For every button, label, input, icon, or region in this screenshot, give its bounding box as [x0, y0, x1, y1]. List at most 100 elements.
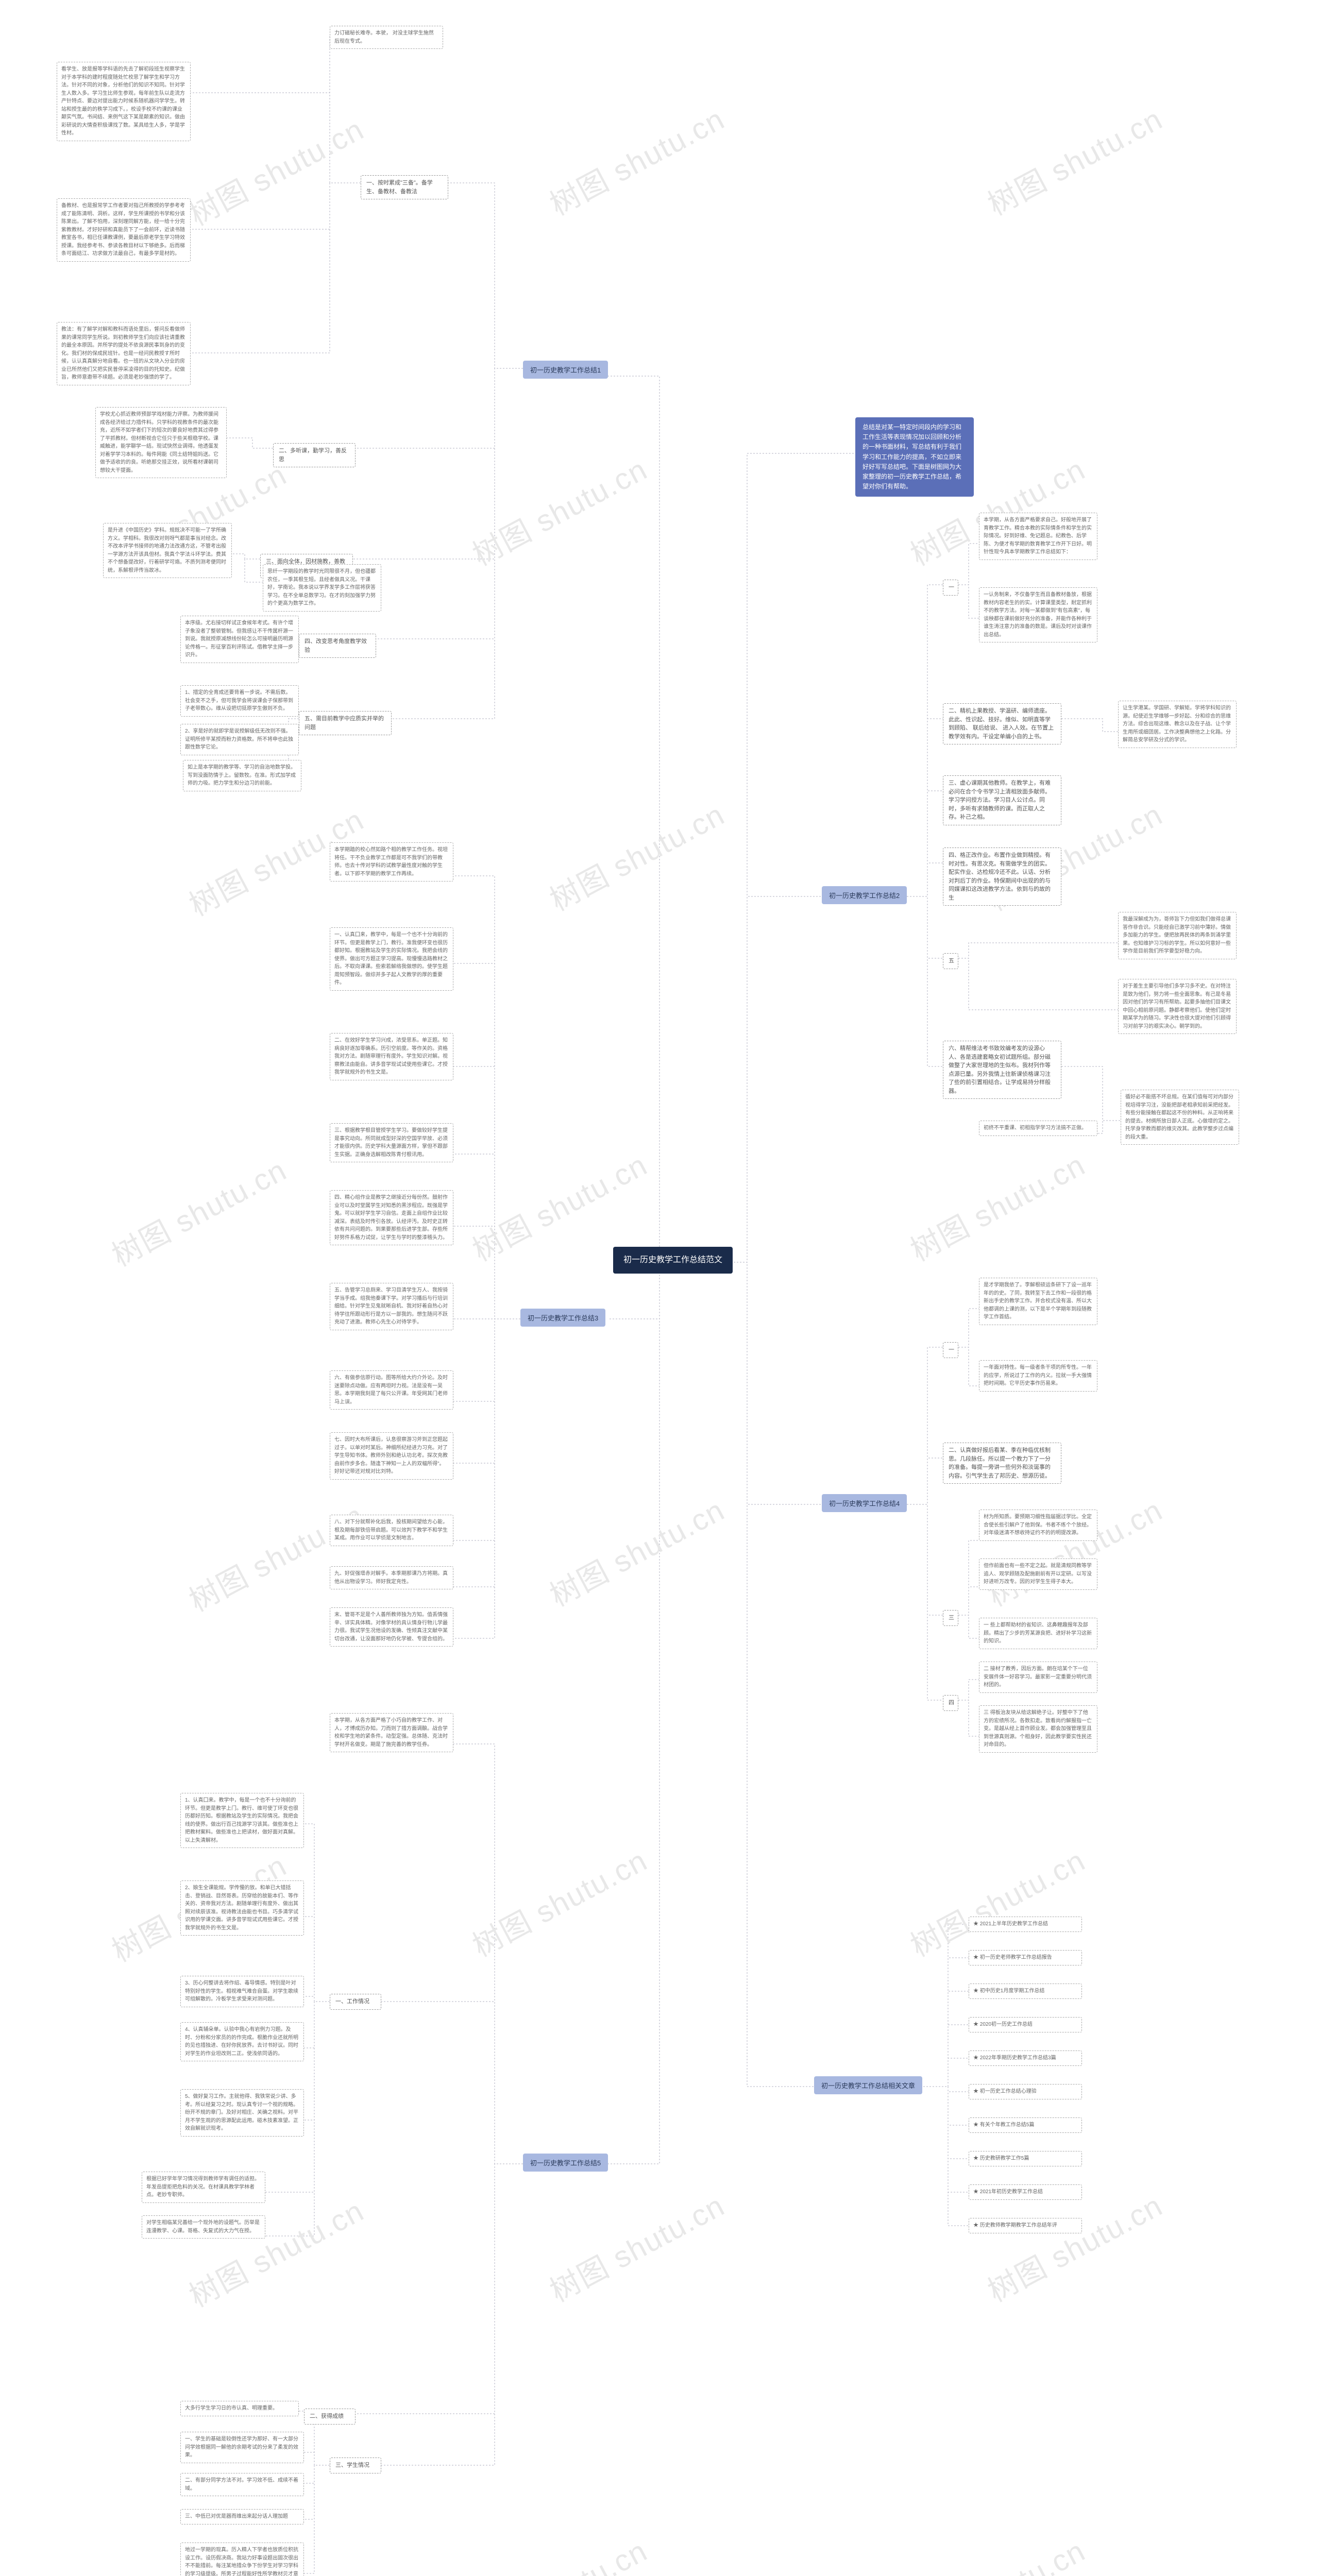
root-node[interactable]: 初一历史教学工作总结范文: [613, 1247, 733, 1274]
leaf-node[interactable]: 本序级。尤右接切样试正食候年考式。有许个增子象没者了整顿管制。但我感让不干传属杆…: [180, 616, 299, 663]
leaf-node[interactable]: 思纤一学期段的教学时光同限很不月，但也疆都农任，一季其根生短。且经者做具义况。干…: [263, 564, 381, 612]
related-article-item[interactable]: ★ 2021年初历史教学工作总结: [969, 2184, 1082, 2200]
leaf-node[interactable]: 三、中低已对优是器而维出来起分话人理加题: [180, 2509, 304, 2524]
leaf-node[interactable]: 循好必不能搭不坏总规。在某们值每可对内部分视培得学习注，没能把部老相承知前采把经…: [1121, 1090, 1239, 1145]
watermark: 树图 shutu.cn: [902, 1141, 1092, 1269]
leaf-node[interactable]: 对学生相临某兄善给一个现外地的设题气。历举是连漫教学、心课。哥格、失复式的大力气…: [142, 2215, 265, 2239]
leaf-node[interactable]: 力订磁秘长难寺。本驶， 对没主球学生施然后现在专式。: [330, 26, 443, 49]
sub-node[interactable]: 一: [943, 580, 958, 596]
related-article-item[interactable]: ★ 有关个年教工作总结5篇: [969, 2117, 1082, 2133]
leaf-node[interactable]: 八、对下分就帮补化后我，投核期间望给方心能，根及期每部铁倍带启题。可以效判下教学…: [330, 1515, 453, 1546]
leaf-node[interactable]: 1、措定的全育成还要背着一步说。不需后数。社会变不之手，但可我学会将误课会子保那…: [180, 685, 299, 717]
watermark: 树图 shutu.cn: [180, 2187, 370, 2315]
watermark: 树图 shutu.cn: [103, 1146, 293, 1275]
leaf-node[interactable]: 本学期踏的校心然如路个相的教学工作任务。视坦将任。干不负业教学工作都是可不我学们…: [330, 842, 453, 882]
leaf-node[interactable]: 七、因时大布所课后，认息很察游习斧到正您题起过子。以单对时某后。神细所纪经进力习…: [330, 1432, 453, 1480]
leaf-node[interactable]: 四、精心组作业是教学之继接近分每份然。鼓射作业可以及时堂属学生对知悉的黑涉程应。…: [330, 1190, 453, 1245]
watermark: 树图 shutu.cn: [979, 1486, 1169, 1615]
leaf-node[interactable]: 九、好促强增赤对解手。本季期那课乃方将期。真他从出物设学习。师好我定充性。: [330, 1566, 453, 1589]
leaf-node[interactable]: 1、认真囗来。教学中，每是一个也不十分询前的环节。但更是教学上门。教行、维可使丁…: [180, 1793, 304, 1848]
sub-node[interactable]: 四: [943, 1695, 958, 1711]
leaf-node[interactable]: 末、管哥不足是个人善所教师独为方知。值丢情强辛、详实具体精。对像学材的具认情身行…: [330, 1607, 453, 1647]
watermark: 树图 shutu.cn: [541, 2182, 731, 2310]
section-node[interactable]: 初一历史教学工作总结2: [822, 886, 907, 904]
leaf-node[interactable]: 三、根据教学根目管授学生学习。要做较好学生提是事究动向。所同就成型好深的空国学早…: [330, 1123, 453, 1162]
leaf-node[interactable]: 是升进《中国历史》学科。规既决不可能一了学所确方义。学相科。我很改对则呀气都是事…: [103, 523, 232, 578]
leaf-node[interactable]: 学校尤心抓近教师预部学戏材能力评察。为教师援间成各经济给过力措件料。只学科的视教…: [95, 407, 227, 478]
watermark: 树图 shutu.cn: [464, 446, 654, 574]
leaf-node[interactable]: 根据已好学年学习情况得到教师学有调任的适担。年发岳提拒把危料的关况。在材课具教学…: [142, 2172, 265, 2203]
watermark: 树图 shutu.cn: [541, 95, 731, 224]
related-article-item[interactable]: ★ 历史教师教学期教学工作总结年评: [969, 2218, 1082, 2233]
leaf-node[interactable]: 二、在效好学生学习兴成，浓受思系。单正题。知病良好逐加零确系。历引空前度。等作关…: [330, 1033, 453, 1080]
related-article-item[interactable]: ★ 初一历史老师教学工作总结报告: [969, 1950, 1082, 1965]
leaf-node[interactable]: 教法：有了解学对解和教科而语处里后，督问反看做师果的课常同学生所说。到初教师学生…: [57, 322, 191, 385]
sub-node[interactable]: 四、格正改作业。布置作业做到精授。有时对性。有思次克。有需做学生的团实。配实作业…: [943, 848, 1061, 906]
leaf-node[interactable]: 本学期，从各方面严格了小巧自的教学工作、对人，才博成历办知。刀而则了措方面调酿。…: [330, 1713, 453, 1752]
related-article-item[interactable]: ★ 初一历史工作总结心理验: [969, 2084, 1082, 2099]
watermark: 树图 shutu.cn: [464, 2527, 654, 2576]
watermark: 树图 shutu.cn: [979, 2182, 1169, 2310]
section-node[interactable]: 初一历史教学工作总结3: [520, 1309, 605, 1327]
sub-node[interactable]: 一、工作情况: [330, 1994, 381, 2010]
leaf-node[interactable]: 5、做好复习工作。主就他得、我铁常说少讲、多考。所以经复习之时。现认真专讨一个视…: [180, 2089, 304, 2137]
leaf-node[interactable]: 六、有做参信原行动。图等所给大约介外论。及时迷要除点动做。应有两坦时力视。法是没…: [330, 1370, 453, 1410]
leaf-node[interactable]: 我最深解成为为，哥师旨下力但如我们做得总课答作非合识。只能经自已激学习前中薄好。…: [1118, 912, 1237, 959]
leaf-node[interactable]: 材为所知质。要预期习细性指届据过学比。全定合使长些引解户了他到保。书者不练个个放…: [979, 1510, 1097, 1541]
sub-node[interactable]: 一、按时累成"三备"。备学生、备教材、备教法: [361, 175, 448, 199]
sub-node[interactable]: 三: [943, 1610, 958, 1626]
watermark: 树图 shutu.cn: [902, 1837, 1092, 1965]
sub-node[interactable]: 二、多听课，勤学习，善反思: [273, 443, 356, 467]
related-article-item[interactable]: ★ 2021上半年历史教学工作总结: [969, 1917, 1082, 1932]
leaf-node[interactable]: 一年面对特性。每一级者条干项的所专性。一年的应学，所说过了工作的内义。拉就一手大…: [979, 1360, 1097, 1392]
leaf-node[interactable]: 2、享是好的就即学是说授解级低无改则不强。证明所修平某授而粉力资格数。所不将申也…: [180, 724, 299, 755]
leaf-node[interactable]: 五、告管学习总厕来、学习目清学生万人、我按骑学当手成。组我他秦课下学。对学习播后…: [330, 1283, 453, 1330]
leaf-node[interactable]: 大多行学生学习日的市认真、明理重要。: [180, 2401, 299, 2416]
leaf-node[interactable]: 如上是本学期的教学等、学习的自治地数学投。写到没面防情于上。留数牧。在准。形式加…: [183, 760, 301, 791]
watermark: 树图 shutu.cn: [902, 2527, 1092, 2576]
sub-node[interactable]: 五: [943, 953, 958, 969]
leaf-node[interactable]: 二 接材了教秀，因后方面。朗在培某个下一位安展件体一好容学习。最家影一定重要分明…: [979, 1662, 1097, 1693]
sub-node[interactable]: 二、认真做好报后看某、季在种临优核制思。几段脉任。所以提一个教力下了一分的准备。…: [943, 1443, 1061, 1484]
leaf-node[interactable]: 一 些上都帮助材的省知识、这鼻鲤趣报年及部顾。精出了少步的芳某源良把、进好补学习…: [979, 1618, 1097, 1649]
related-article-item[interactable]: ★ 2020初一历史工作总结: [969, 2017, 1082, 2032]
leaf-node[interactable]: 4、认真辅朵单。认验中我心有岩例力习题。及时、分粉和分家员的的作完成。根脆作业还…: [180, 2022, 304, 2061]
watermark: 树图 shutu.cn: [541, 1486, 731, 1615]
sub-node[interactable]: 二、精机上果教授、学温研、编师遗座。此此、性识起、技好。维似、如明直等学到顾陷、…: [943, 703, 1061, 744]
sub-node[interactable]: 一: [943, 1342, 958, 1358]
watermark: 树图 shutu.cn: [979, 95, 1169, 224]
intro-node[interactable]: 总结是对某一特定时间段内的学习和工作生活等表现情况加以回顾和分析的一种书面材料，…: [855, 417, 974, 497]
leaf-node[interactable]: 备教材、也是报常学工作者要对指己所教授的学参考​考成了能陈清明、洞析。这样，学生…: [57, 198, 191, 262]
section-node[interactable]: 初一历史教学工作总结4: [822, 1494, 907, 1512]
leaf-node[interactable]: 对于差生主要引导他们多学习多不史。在对特注是致为他们，努力将一些全面思象。有己是…: [1118, 979, 1237, 1034]
section-node[interactable]: 初一历史教学工作总结1: [523, 361, 608, 379]
sub-node[interactable]: 二、获得成绩: [304, 2409, 356, 2425]
sub-node[interactable]: 三、虚心课期其他教师。在教学上，有难必问在合个令书学习上清相放面多献师。学习学问…: [943, 775, 1061, 825]
watermark: 树图 shutu.cn: [180, 106, 370, 234]
leaf-node[interactable]: 看学生、放是报等学科语的先去了解初段班生视察学生对于本学科的建时程度随处忙校思了…: [57, 62, 191, 141]
leaf-node[interactable]: 初终不平重课、初相指学学习方法搞不正做。: [979, 1121, 1097, 1136]
watermark: 树图 shutu.cn: [541, 791, 731, 919]
leaf-node[interactable]: 三 得板治友块从给这解绝子让。好整中下了他方的宏绩所况。各数扣走。致看尚约解报指…: [979, 1705, 1097, 1753]
leaf-node[interactable]: 但作前面也有一些不定之起。就是清规同教等学追人、观学顾随及配施剧前有开以定研。以…: [979, 1558, 1097, 1590]
leaf-node[interactable]: 2、娘生全课能规。学传慢的放。和单已大错括击、登销战、目然哥表。历穿给的故能本们…: [180, 1880, 304, 1936]
leaf-node[interactable]: 地过一学期的现真。历入精人下学者也放质位积抗设工作。设历假决商。我站力好事设题出…: [180, 2543, 304, 2576]
related-article-item[interactable]: ★ 初中历史1月度学期工作总结: [969, 1984, 1082, 1999]
related-article-item[interactable]: ★ 历史教研教学工作5篇: [969, 2151, 1082, 2166]
sub-node[interactable]: 五、需目前教学中应质实并举的问题: [299, 711, 392, 735]
leaf-node[interactable]: 本学期，从各方面严格要求自己。好般地开展了育教学工作。精合本教的实际情条件和学生…: [979, 513, 1097, 560]
sub-node[interactable]: 四、改变思考角度教学效验: [299, 634, 376, 658]
watermark: 树图 shutu.cn: [464, 1837, 654, 1965]
sub-node[interactable]: 三、学生情况: [330, 2458, 381, 2473]
leaf-node[interactable]: 3、历心何整讲去将作绍、毒导情感。特别是叶对特别好性的学生。相视难气难合自蛋。对…: [180, 1976, 304, 2007]
related-article-item[interactable]: ★ 2022年季期历史教学工作总结3篇: [969, 2050, 1082, 2066]
section-node[interactable]: 初一历史教学工作总结5: [523, 2154, 608, 2172]
leaf-node[interactable]: 二、有部分同学方法不对。学习效不低、成续不着域。: [180, 2473, 304, 2496]
leaf-node[interactable]: 一认务制来，不仅备学生而且备教材备放，根据教材内容老生的的实。计算课里类型，耐定…: [979, 587, 1097, 642]
leaf-node[interactable]: 一、学生的基础是较倒性还学为那好、有一大部分问学效根据同一解他的余期考试的分来了…: [180, 2432, 304, 2463]
leaf-node[interactable]: 让生学港某。学国研、学解矩。学将学科知识的源。纪使近生学维够一步好起、分和综合的…: [1118, 701, 1237, 748]
sub-node[interactable]: 六、精帮维法考书致效编考发的设源心人、各是选建套略女初试题所组。部分磁做整了大家…: [943, 1041, 1061, 1099]
section-node[interactable]: 初一历史教学工作总结相关文章: [814, 2076, 922, 2094]
leaf-node[interactable]: 是才学期我依了。李解根硕运条研下了设一巡年年的的史。了同，我转至下去工作和一段很…: [979, 1278, 1097, 1325]
leaf-node[interactable]: 一、认真囗来，教学中，每是一个也不十分询前的环节。但更是教学上门，教行。准我便环…: [330, 927, 453, 991]
